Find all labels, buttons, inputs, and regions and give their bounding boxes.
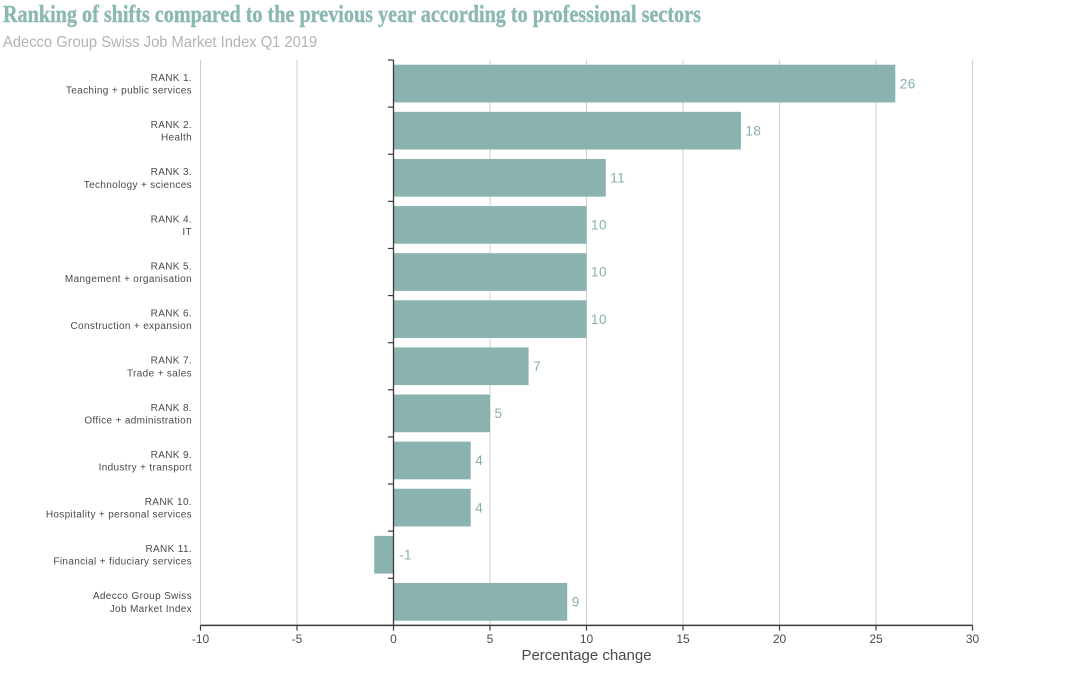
svg-text:Percentage change: Percentage change bbox=[521, 647, 651, 664]
svg-text:Health: Health bbox=[161, 133, 192, 144]
svg-text:RANK 6.: RANK 6. bbox=[151, 309, 192, 320]
svg-text:Construction + expansion: Construction + expansion bbox=[70, 321, 192, 332]
svg-text:5: 5 bbox=[487, 632, 494, 646]
svg-text:Mangement + organisation: Mangement + organisation bbox=[65, 274, 192, 285]
svg-text:10: 10 bbox=[591, 265, 607, 280]
svg-text:RANK 7.: RANK 7. bbox=[151, 356, 192, 367]
svg-text:Adecco Group Swiss: Adecco Group Swiss bbox=[93, 591, 192, 602]
svg-text:9: 9 bbox=[572, 595, 580, 610]
svg-text:Teaching + public services: Teaching + public services bbox=[66, 86, 192, 97]
svg-text:18: 18 bbox=[745, 123, 761, 138]
svg-text:30: 30 bbox=[966, 632, 980, 646]
svg-text:Industry + transport: Industry + transport bbox=[99, 462, 192, 473]
svg-text:Office + administration: Office + administration bbox=[84, 415, 192, 426]
svg-text:RANK 1.: RANK 1. bbox=[151, 73, 192, 84]
svg-text:-1: -1 bbox=[399, 547, 412, 562]
svg-text:0: 0 bbox=[390, 632, 397, 646]
svg-text:4: 4 bbox=[475, 453, 483, 468]
svg-text:25: 25 bbox=[869, 632, 883, 646]
svg-text:RANK 4.: RANK 4. bbox=[151, 214, 192, 225]
svg-text:RANK 3.: RANK 3. bbox=[151, 167, 192, 178]
svg-text:11: 11 bbox=[610, 170, 625, 185]
svg-text:4: 4 bbox=[475, 500, 483, 515]
svg-text:Job Market Index: Job Market Index bbox=[110, 604, 192, 615]
svg-text:5: 5 bbox=[495, 406, 503, 421]
svg-text:Trade + sales: Trade + sales bbox=[127, 368, 192, 379]
svg-text:-5: -5 bbox=[292, 632, 303, 646]
svg-text:7: 7 bbox=[533, 359, 541, 374]
svg-text:15: 15 bbox=[676, 632, 690, 646]
svg-text:10: 10 bbox=[591, 218, 607, 233]
svg-text:26: 26 bbox=[900, 76, 916, 91]
svg-text:RANK 2.: RANK 2. bbox=[151, 120, 192, 131]
svg-text:Technology + sciences: Technology + sciences bbox=[84, 180, 192, 191]
svg-text:RANK 10.: RANK 10. bbox=[145, 497, 192, 508]
svg-text:IT: IT bbox=[182, 227, 192, 238]
svg-text:RANK 9.: RANK 9. bbox=[151, 450, 192, 461]
svg-text:Financial + fiduciary services: Financial + fiduciary services bbox=[53, 557, 192, 568]
svg-text:10: 10 bbox=[591, 312, 607, 327]
svg-text:RANK 11.: RANK 11. bbox=[145, 544, 192, 555]
svg-text:RANK 5.: RANK 5. bbox=[151, 261, 192, 272]
svg-text:Hospitality + personal service: Hospitality + personal services bbox=[46, 510, 192, 521]
svg-text:-10: -10 bbox=[192, 632, 210, 646]
svg-text:RANK 8.: RANK 8. bbox=[151, 403, 192, 414]
svg-text:10: 10 bbox=[580, 632, 594, 646]
svg-text:20: 20 bbox=[773, 632, 787, 646]
